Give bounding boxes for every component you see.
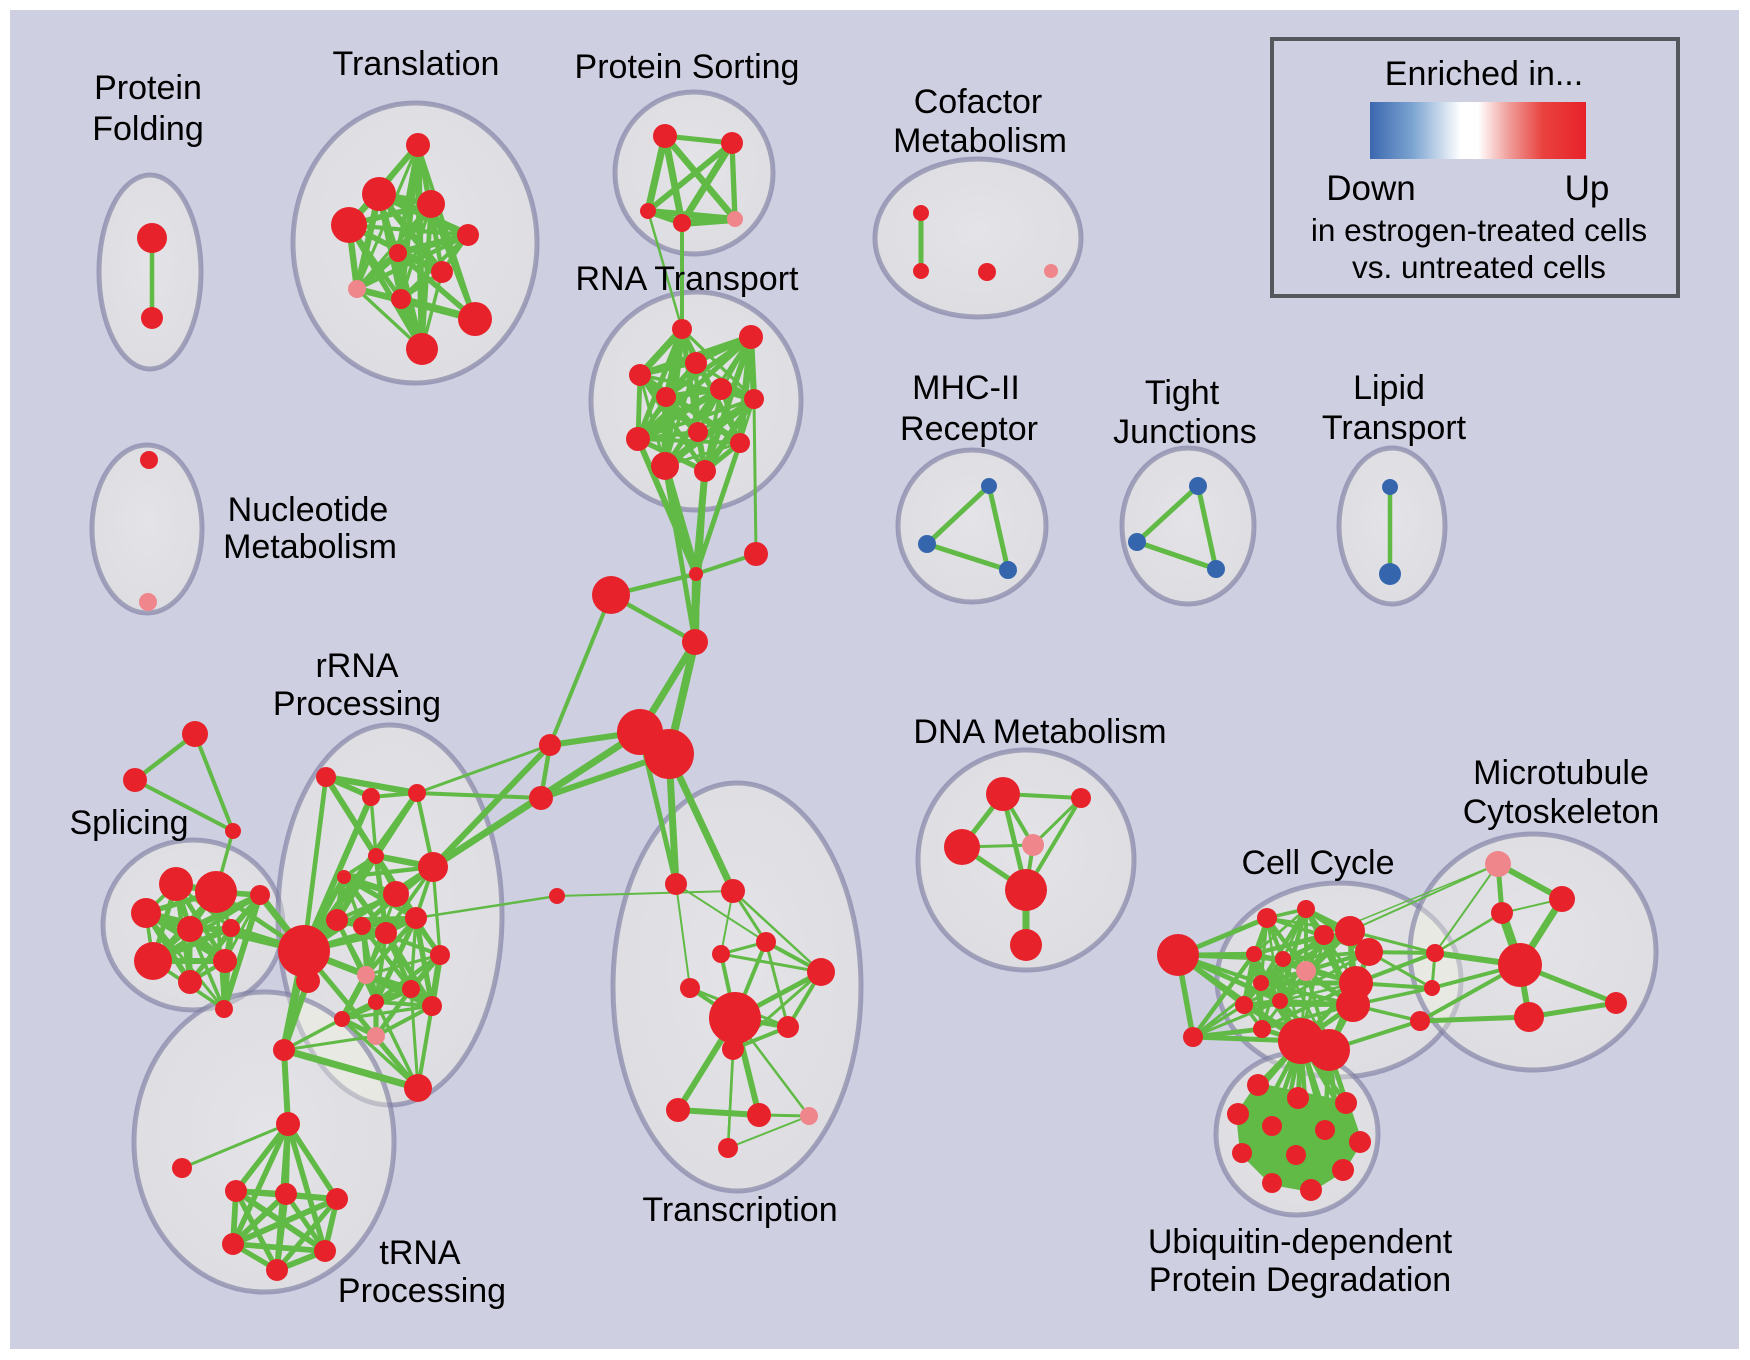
svg-text:Transcription: Transcription xyxy=(642,1191,837,1229)
svg-text:Tight: Tight xyxy=(1145,374,1220,412)
svg-text:RNA Transport: RNA Transport xyxy=(576,260,800,298)
svg-text:in estrogen-treated cells: in estrogen-treated cells xyxy=(1311,212,1647,248)
svg-text:Protein Sorting: Protein Sorting xyxy=(575,48,800,86)
svg-text:tRNA: tRNA xyxy=(379,1234,461,1272)
svg-text:Junctions: Junctions xyxy=(1113,413,1257,451)
svg-text:Enriched in...: Enriched in... xyxy=(1385,55,1583,93)
svg-text:Processing: Processing xyxy=(338,1272,506,1310)
svg-text:Lipid: Lipid xyxy=(1353,369,1425,407)
svg-text:Transport: Transport xyxy=(1322,409,1467,447)
svg-text:Microtubule: Microtubule xyxy=(1473,754,1649,792)
svg-text:Cytoskeleton: Cytoskeleton xyxy=(1463,793,1660,831)
svg-text:Folding: Folding xyxy=(92,110,204,148)
svg-text:rRNA: rRNA xyxy=(315,647,398,685)
svg-text:Metabolism: Metabolism xyxy=(223,528,397,566)
svg-text:Cell Cycle: Cell Cycle xyxy=(1241,844,1394,882)
svg-text:Nucleotide: Nucleotide xyxy=(228,491,389,529)
svg-text:Metabolism: Metabolism xyxy=(893,122,1067,160)
svg-text:vs. untreated cells: vs. untreated cells xyxy=(1352,249,1606,285)
svg-text:Protein Degradation: Protein Degradation xyxy=(1149,1261,1451,1299)
svg-text:MHC-II: MHC-II xyxy=(912,369,1020,407)
svg-text:DNA Metabolism: DNA Metabolism xyxy=(913,713,1166,751)
svg-text:Protein: Protein xyxy=(94,69,202,107)
svg-text:Up: Up xyxy=(1565,169,1610,208)
svg-text:Receptor: Receptor xyxy=(900,410,1038,448)
svg-text:Ubiquitin-dependent: Ubiquitin-dependent xyxy=(1148,1223,1453,1261)
svg-text:Splicing: Splicing xyxy=(69,804,188,842)
svg-text:Translation: Translation xyxy=(333,45,500,83)
svg-text:Down: Down xyxy=(1326,169,1415,208)
svg-text:Cofactor: Cofactor xyxy=(914,83,1043,121)
svg-text:Processing: Processing xyxy=(273,685,441,723)
